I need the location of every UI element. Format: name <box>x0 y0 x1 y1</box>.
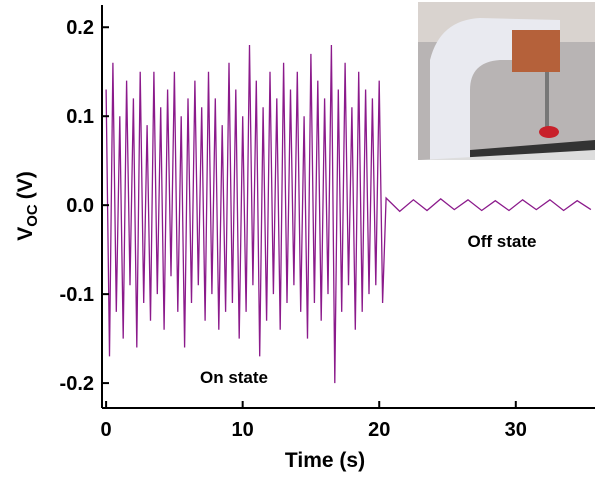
signal-line <box>105 44 592 384</box>
y-tick-label: 0.0 <box>66 195 94 217</box>
y-tick-label: -0.2 <box>60 373 94 395</box>
x-tick-label: 0 <box>101 419 112 441</box>
x-tick-label: 20 <box>368 419 390 441</box>
annotation: Off state <box>468 232 537 251</box>
x-tick-label: 10 <box>232 419 254 441</box>
x-tick-label: 30 <box>505 419 527 441</box>
annotation: On state <box>200 368 268 387</box>
y-axis-label: VOC(V) <box>14 171 41 241</box>
y-tick-label: 0.2 <box>66 17 94 39</box>
inset-photo <box>418 2 595 160</box>
y-tick-label: -0.1 <box>60 284 94 306</box>
y-tick-label: 0.1 <box>66 106 94 128</box>
x-axis-label: Time (s) <box>285 449 365 472</box>
